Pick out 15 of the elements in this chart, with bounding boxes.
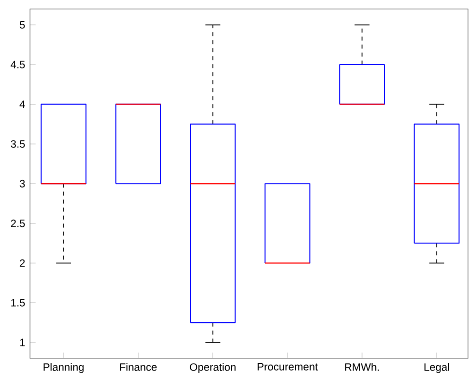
y-tick-label: 4 (20, 100, 25, 108)
y-tick-label: 1 (20, 338, 25, 346)
y-tick-label: 5 (20, 21, 25, 29)
y-tick-label: 3 (20, 180, 25, 188)
x-tick-label: Procurement (258, 363, 318, 370)
x-tick-label: Planning (44, 363, 84, 373)
y-tick-label: 2.5 (11, 220, 25, 228)
x-tick-label: Legal (424, 363, 449, 373)
y-tick-label: 2 (20, 259, 25, 267)
y-tick-label: 1.5 (11, 299, 25, 306)
x-tick-label: Operation (190, 363, 236, 373)
x-tick-label: RMWh. (345, 363, 379, 371)
y-tick-label: 4.5 (10, 60, 25, 68)
y-tick-label: 3.5 (10, 140, 25, 148)
x-tick-label: Finance (120, 363, 157, 371)
